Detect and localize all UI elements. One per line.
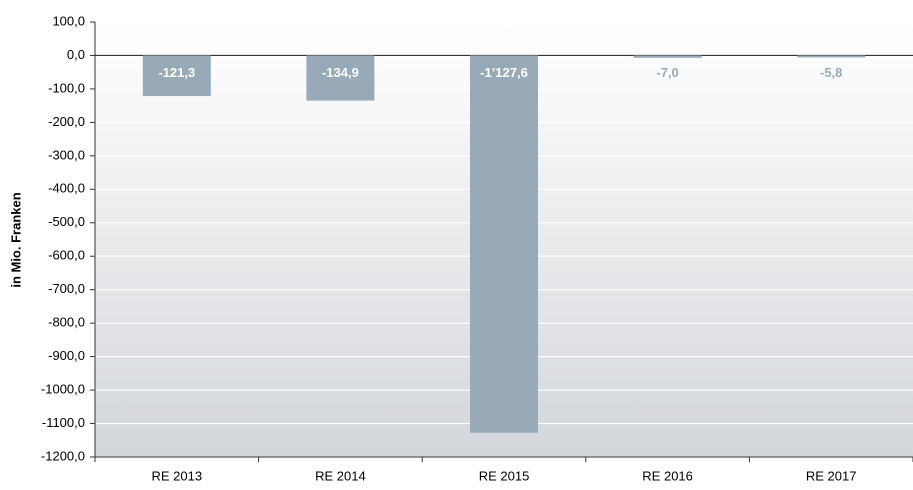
y-tick-label: -300,0 (48, 147, 85, 162)
x-tick-label: RE 2014 (315, 468, 366, 483)
y-tick-label: 100,0 (52, 13, 85, 28)
x-tick-label: RE 2015 (479, 468, 530, 483)
y-tick-label: -100,0 (48, 80, 85, 95)
y-axis-label: in Mio. Franken (8, 192, 23, 287)
y-tick-label: -1100,0 (42, 415, 85, 430)
y-tick-label: 0,0 (67, 47, 85, 62)
data-label: -134,9 (322, 65, 359, 80)
data-label: -7,0 (656, 65, 678, 80)
y-tick-label: -1200,0 (41, 448, 85, 463)
y-tick-label: -500,0 (48, 214, 85, 229)
y-tick-label: -900,0 (48, 348, 85, 363)
bar (306, 55, 375, 101)
bar (633, 55, 702, 58)
y-tick-label: -400,0 (48, 181, 85, 196)
y-tick-label: -200,0 (48, 114, 85, 129)
y-tick-label: -700,0 (48, 281, 85, 296)
y-tick-label: -800,0 (48, 315, 85, 330)
bar (142, 55, 211, 97)
x-tick-label: RE 2016 (642, 468, 693, 483)
data-label: -121,3 (158, 65, 195, 80)
x-tick-label: RE 2017 (806, 468, 857, 483)
y-tick-label: -1000,0 (41, 382, 85, 397)
bar (797, 55, 866, 58)
data-label: -5,8 (820, 65, 842, 80)
bar (470, 55, 538, 433)
data-label: -1’127,6 (480, 65, 528, 80)
x-tick-label: RE 2013 (152, 468, 203, 483)
y-tick-label: -600,0 (48, 248, 85, 263)
